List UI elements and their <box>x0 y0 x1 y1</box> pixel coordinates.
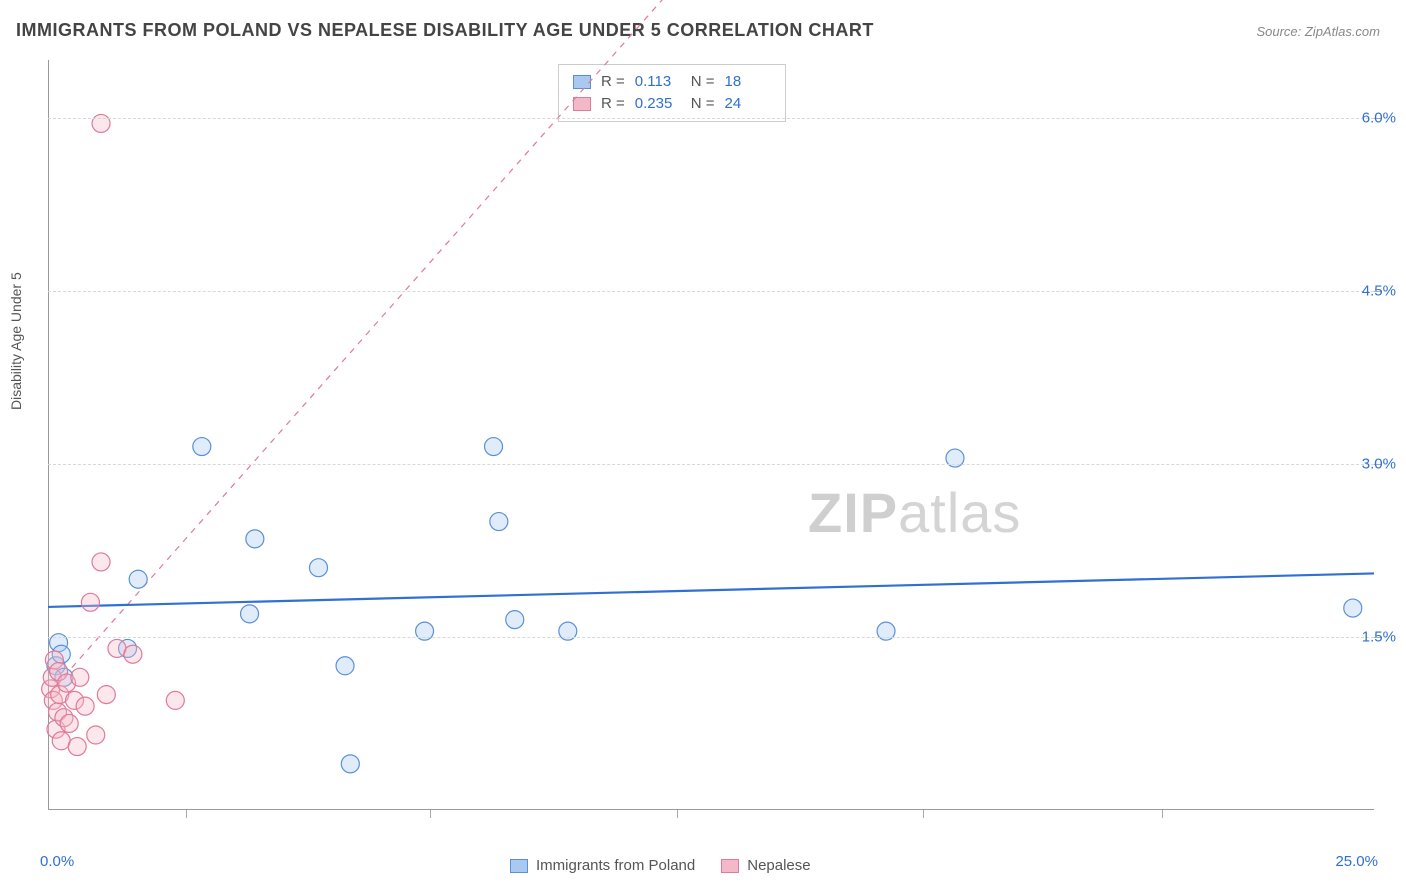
data-point <box>193 438 211 456</box>
trend-line <box>48 573 1374 606</box>
data-point <box>92 553 110 571</box>
data-point <box>336 657 354 675</box>
legend-label-nepalese: Nepalese <box>747 857 810 874</box>
gridline <box>48 637 1374 638</box>
x-tick <box>923 810 924 818</box>
gridline <box>48 464 1374 465</box>
gridline <box>48 118 1374 119</box>
gridline <box>48 291 1374 292</box>
y-tick-label: 3.0% <box>1362 455 1396 472</box>
legend-series: Immigrants from Poland Nepalese <box>510 857 811 874</box>
swatch-nepalese-icon <box>721 859 739 873</box>
data-point <box>81 593 99 611</box>
plot-svg <box>48 60 1374 810</box>
data-point <box>124 645 142 663</box>
data-point <box>485 438 503 456</box>
x-axis-min-label: 0.0% <box>40 853 74 870</box>
data-point <box>87 726 105 744</box>
data-point <box>1344 599 1362 617</box>
data-point <box>506 611 524 629</box>
x-tick <box>677 810 678 818</box>
x-tick <box>1162 810 1163 818</box>
data-point <box>341 755 359 773</box>
y-axis-label: Disability Age Under 5 <box>8 272 24 410</box>
data-point <box>60 714 78 732</box>
x-axis-max-label: 25.0% <box>1335 853 1378 870</box>
legend-label-poland: Immigrants from Poland <box>536 857 695 874</box>
data-point <box>246 530 264 548</box>
y-tick-label: 6.0% <box>1362 109 1396 126</box>
chart-area: ZIPatlas R = 0.113 N = 18 R = 0.235 N = … <box>48 60 1374 810</box>
data-point <box>52 732 70 750</box>
y-tick-label: 4.5% <box>1362 282 1396 299</box>
data-point <box>97 686 115 704</box>
legend-item-nepalese: Nepalese <box>721 857 810 874</box>
source-prefix: Source: <box>1256 24 1304 39</box>
data-point <box>71 668 89 686</box>
x-tick <box>430 810 431 818</box>
data-point <box>310 559 328 577</box>
data-point <box>108 639 126 657</box>
legend-item-poland: Immigrants from Poland <box>510 857 695 874</box>
data-point <box>129 570 147 588</box>
data-point <box>68 738 86 756</box>
data-point <box>76 697 94 715</box>
swatch-poland-icon <box>510 859 528 873</box>
y-tick-label: 1.5% <box>1362 628 1396 645</box>
page-title: IMMIGRANTS FROM POLAND VS NEPALESE DISAB… <box>16 20 874 41</box>
data-point <box>166 691 184 709</box>
data-point <box>241 605 259 623</box>
source-attribution: Source: ZipAtlas.com <box>1256 24 1380 39</box>
data-point <box>490 513 508 531</box>
source-link[interactable]: ZipAtlas.com <box>1305 24 1380 39</box>
x-tick <box>186 810 187 818</box>
